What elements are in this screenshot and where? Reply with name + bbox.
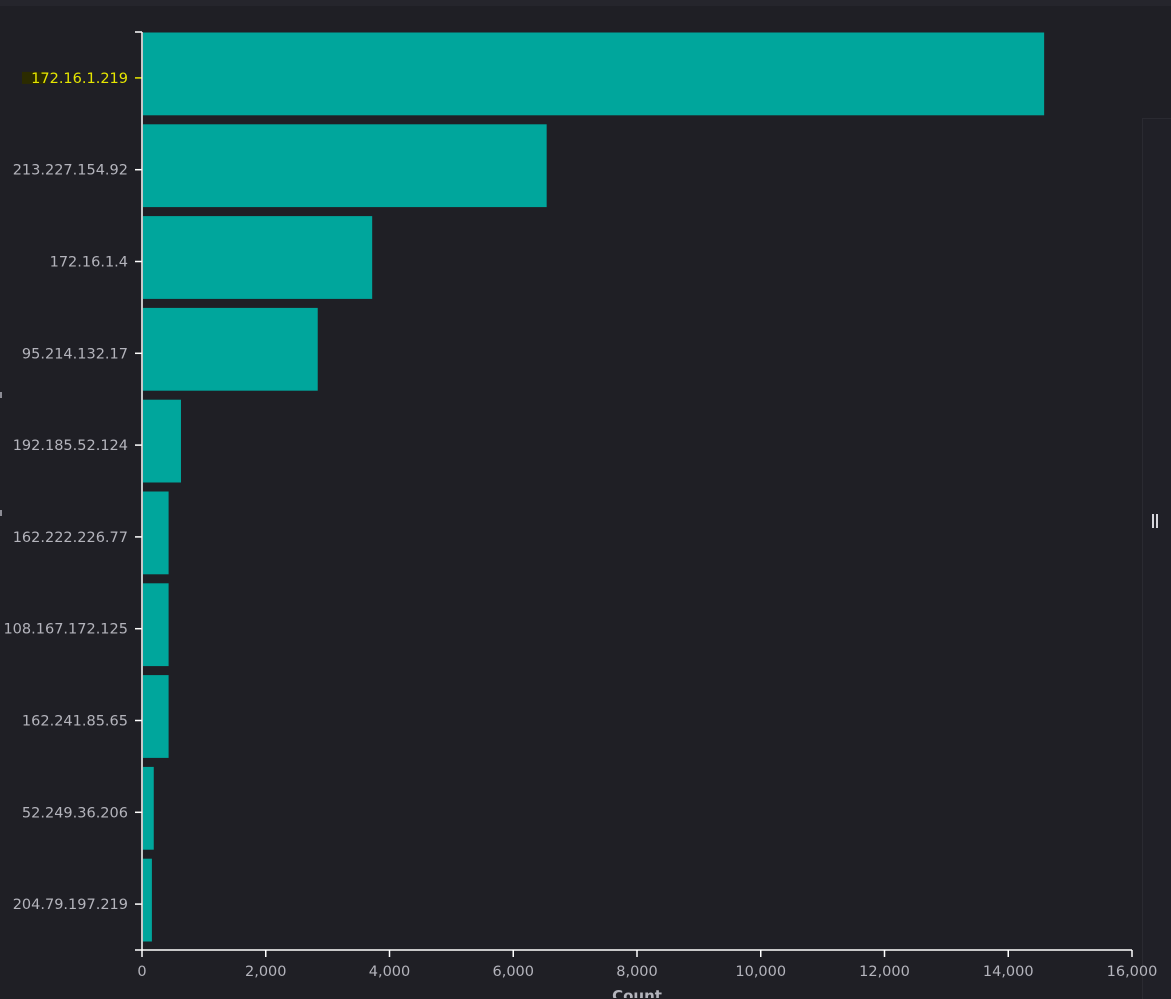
- bar[interactable]: [143, 675, 169, 758]
- x-tick-label: 16,000: [1107, 964, 1158, 980]
- panel-top-border: [0, 0, 1171, 6]
- y-tick-label[interactable]: 162.222.226.77: [13, 530, 128, 546]
- bar[interactable]: [143, 32, 1045, 116]
- y-tick-label[interactable]: 95.214.132.17: [22, 346, 128, 362]
- left-edge-mark: [0, 392, 2, 398]
- bar[interactable]: [143, 307, 318, 391]
- x-axis-title: Count: [612, 987, 662, 998]
- bar[interactable]: [143, 766, 154, 850]
- bars-layer: [143, 32, 1045, 942]
- panel-resize-handle[interactable]: [1151, 512, 1159, 530]
- y-tick-label[interactable]: 172.16.1.219: [31, 71, 128, 87]
- bar[interactable]: [143, 491, 169, 575]
- x-tick-label: 6,000: [492, 964, 534, 980]
- bar[interactable]: [143, 124, 547, 208]
- y-tick-label[interactable]: 162.241.85.65: [22, 714, 128, 730]
- bar[interactable]: [143, 583, 169, 667]
- side-panel-edge: [1142, 118, 1171, 999]
- x-tick-label: 14,000: [983, 964, 1034, 980]
- y-tick-label[interactable]: 108.167.172.125: [3, 622, 128, 638]
- bar[interactable]: [143, 216, 373, 299]
- left-edge-mark: [0, 510, 2, 516]
- y-tick-label[interactable]: 172.16.1.4: [50, 255, 128, 271]
- y-tick-label[interactable]: 192.185.52.124: [13, 438, 128, 454]
- y-tick-label[interactable]: 204.79.197.219: [13, 897, 128, 913]
- y-tick-label[interactable]: 52.249.36.206: [22, 805, 128, 821]
- category-highlight: [22, 71, 46, 84]
- x-tick-label: 10,000: [735, 964, 786, 980]
- bar[interactable]: [143, 399, 181, 483]
- x-tick-label: 2,000: [245, 964, 287, 980]
- x-tick-label: 0: [137, 964, 146, 980]
- x-tick-label: 12,000: [859, 964, 910, 980]
- bar[interactable]: [143, 858, 152, 942]
- x-tick-label: 4,000: [369, 964, 411, 980]
- x-axis: 0 2,000 4,000 6,000 8,000 10,000 12,000 14,000 1…: [137, 949, 1158, 980]
- x-tick-label: 8,000: [616, 964, 658, 980]
- y-axis: 172.16.1.219 213.227.154.92 172.16.1.4 95.2…: [3, 31, 143, 951]
- y-tick-label[interactable]: 213.227.154.92: [13, 163, 128, 179]
